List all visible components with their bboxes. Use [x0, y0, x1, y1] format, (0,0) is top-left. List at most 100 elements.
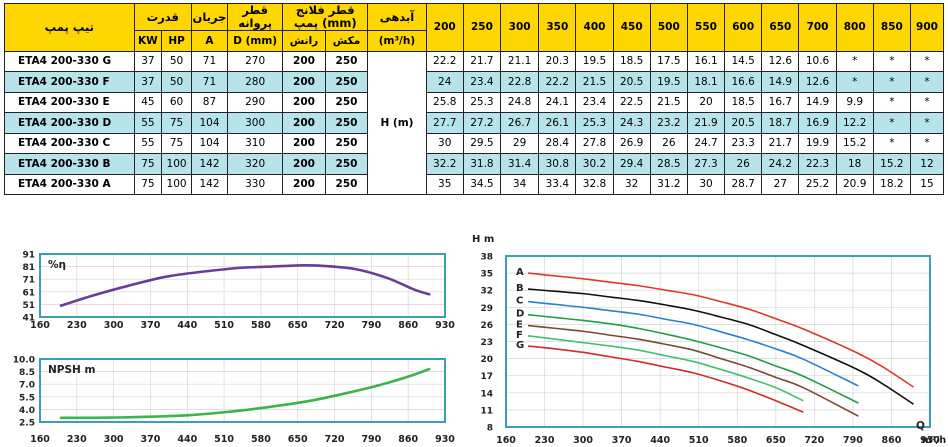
x-tick-label: 440: [650, 435, 670, 446]
cell-model: ETA4 200-330 D: [4, 112, 135, 134]
series-line-B: [527, 288, 914, 405]
flow-header-10: 700: [798, 3, 837, 52]
cell-dis: 200: [282, 91, 326, 113]
cell-head: 18.7: [761, 112, 800, 134]
cell-kw: 75: [133, 173, 163, 195]
cell-head: 22.2: [538, 71, 577, 93]
cell-head: 18.1: [686, 71, 726, 93]
cell-head: 21.5: [649, 91, 688, 113]
x-tick-label: 510: [689, 435, 709, 446]
y-tick-label: 2.5: [19, 419, 35, 429]
chart-label: %η: [48, 259, 66, 271]
cell-head: 29.5: [462, 132, 502, 154]
cell-head: 16.7: [761, 91, 800, 113]
x-tick-label: 440: [177, 434, 197, 445]
x-tick-label: 720: [325, 320, 345, 331]
cell-model: ETA4 200-330 C: [4, 132, 135, 154]
flow-header-0: 200: [425, 3, 464, 52]
cell-head: 15: [909, 173, 945, 195]
y-tick-label: 7.0: [19, 381, 35, 391]
x-tick-label: 370: [141, 434, 161, 445]
series-label-F: F: [516, 330, 523, 341]
cell-head: *: [909, 71, 945, 93]
cell-head: 25.3: [462, 91, 502, 113]
flow-header-8: 600: [724, 3, 763, 52]
cell-head: 24: [425, 71, 464, 93]
cell-head: 27: [761, 173, 800, 195]
x-tick-label: 440: [177, 320, 197, 331]
plot-frame: [39, 358, 446, 423]
x-tick-label: 580: [251, 320, 271, 331]
x-tick-label: 790: [361, 434, 381, 445]
cell-head: 12.6: [761, 50, 800, 72]
y-tick-label: 14: [480, 389, 493, 399]
header-flange: قطر فلانج پمپ (mm): [282, 3, 369, 31]
cell-kw: 45: [133, 91, 163, 113]
cell-head: 23.2: [649, 112, 688, 134]
cell-a: 104: [190, 132, 229, 154]
cell-head: 27.2: [462, 112, 502, 134]
cell-head: 14.5: [724, 50, 763, 72]
cell-a: 87: [190, 91, 229, 113]
y-tick-label: 20: [480, 355, 493, 365]
cell-head: 19.5: [575, 50, 614, 72]
cell-head: *: [872, 112, 911, 134]
cell-a: 142: [190, 173, 229, 195]
y-tick-label: 10.0: [13, 356, 35, 366]
cell-head: *: [909, 91, 945, 113]
cell-d: 330: [227, 173, 284, 195]
cell-head: 27.7: [425, 112, 464, 134]
cell-model: ETA4 200-330 B: [4, 153, 135, 175]
y-tick-label: 32: [480, 287, 493, 297]
x-tick-label: 790: [843, 435, 863, 446]
y-tick-label: 81: [22, 263, 35, 273]
x-tick-label: 510: [214, 320, 234, 331]
cell-head: 35: [425, 173, 464, 195]
series-line-C: [527, 300, 859, 387]
header-suction: مکش: [324, 30, 369, 52]
x-tick-label: 720: [325, 434, 345, 445]
cell-d: 270: [227, 50, 284, 72]
cell-suc: 250: [324, 173, 369, 195]
cell-suc: 250: [324, 91, 369, 113]
plot-frame: [39, 253, 446, 318]
cell-head: *: [835, 71, 874, 93]
y-tick-label: 61: [22, 288, 35, 298]
cell-head: 16.6: [724, 71, 763, 93]
cell-head: 20.5: [724, 112, 763, 134]
cell-head: *: [835, 50, 874, 72]
flow-header-12: 850: [872, 3, 911, 52]
cell-head: 12.2: [835, 112, 874, 134]
cell-head: 20.9: [835, 173, 874, 195]
flow-header-11: 800: [835, 3, 874, 52]
cell-hp: 75: [161, 112, 192, 134]
series-label-D: D: [516, 309, 524, 320]
cell-head: 24.2: [761, 153, 800, 175]
cell-hp: 60: [161, 91, 192, 113]
header-model: تیپ پمپ: [4, 3, 135, 52]
cell-head: 22.2: [425, 50, 464, 72]
cell-head: 21.5: [575, 71, 614, 93]
series-line-G: [527, 345, 804, 413]
cell-d: 300: [227, 112, 284, 134]
cell-head: 32: [612, 173, 651, 195]
spec-table: تیپ پمپ قدرت جریان قطر پروانه قطر فلانج …: [4, 3, 945, 195]
x-tick-label: 650: [288, 320, 308, 331]
cell-d: 320: [227, 153, 284, 175]
cell-head: 24.8: [499, 91, 540, 113]
y-tick-label: 51: [22, 301, 35, 311]
cell-hp: 100: [161, 173, 192, 195]
cell-d: 310: [227, 132, 284, 154]
cell-head: 29.4: [612, 153, 651, 175]
x-tick-label: 230: [535, 435, 555, 446]
cell-dis: 200: [282, 173, 326, 195]
cell-head: 22.8: [499, 71, 540, 93]
cell-head: 17.5: [649, 50, 688, 72]
cell-hp: 100: [161, 153, 192, 175]
cell-head: 30: [686, 173, 726, 195]
series-label-A: A: [516, 267, 524, 278]
cell-head: 20: [686, 91, 726, 113]
header-flow-unit: (m³/h): [367, 30, 427, 52]
series-line-F: [527, 335, 804, 402]
